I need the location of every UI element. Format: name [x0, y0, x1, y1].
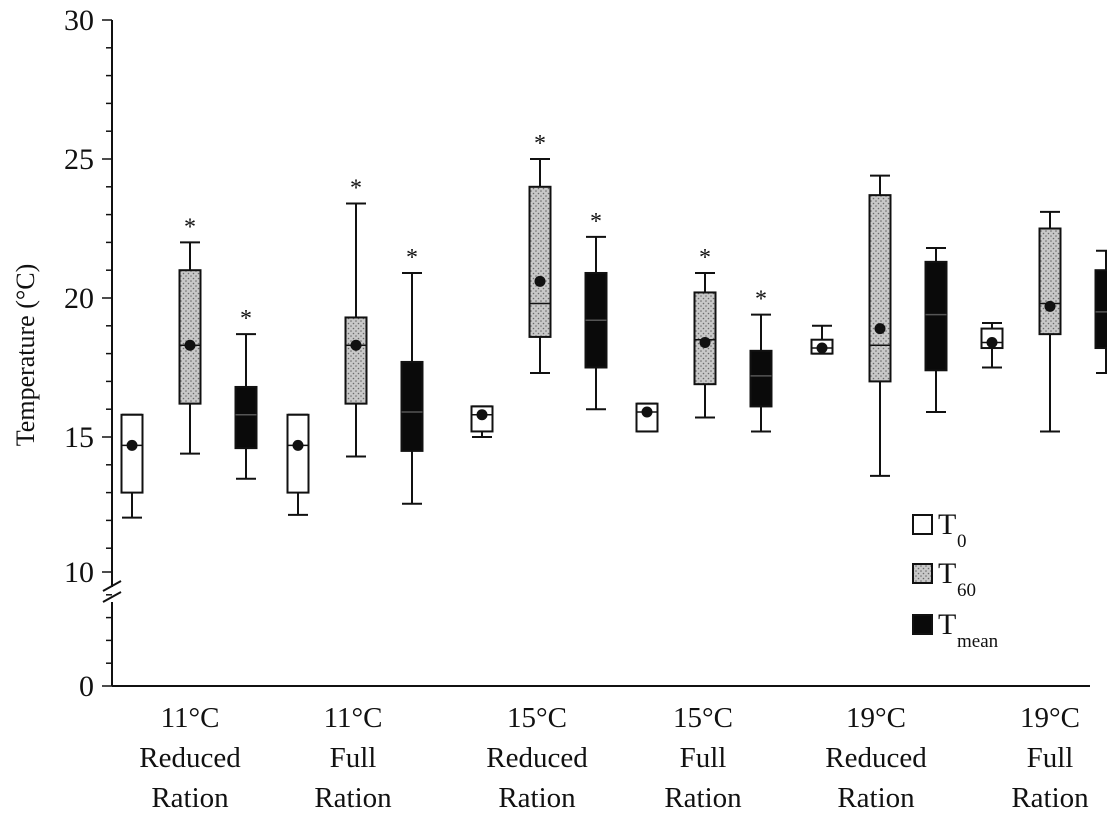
y-tick-label: 10 [64, 556, 94, 589]
box-iqr [120, 413, 144, 494]
box-iqr [286, 413, 310, 494]
significance-marker: * [755, 287, 767, 313]
x-category-label: 11°C [161, 702, 220, 734]
x-category-label: 19°C [846, 702, 906, 734]
x-category-label: Reduced [825, 742, 927, 774]
legend-label-subscript: 0 [957, 531, 967, 552]
legend-label: T [938, 508, 956, 541]
box-T60-3: * [528, 131, 552, 375]
x-category-label: Ration [664, 782, 742, 813]
mean-marker [641, 406, 653, 418]
box-T0-5 [810, 324, 834, 355]
significance-marker: * [184, 214, 196, 240]
box-T0-2 [286, 413, 310, 516]
legend-label: T [938, 608, 956, 641]
x-category-label: 15°C [507, 702, 567, 734]
x-category-label: Reduced [486, 742, 588, 774]
legend-swatch [912, 514, 933, 535]
box-iqr [178, 269, 202, 405]
box-T60-2: * [344, 175, 368, 458]
box-Tmean-2: * [400, 245, 424, 505]
axis-break-mark [102, 591, 122, 603]
x-axis-labels: 11°C Reduced Ration 11°C Full Ration 15°C Reduc… [139, 702, 1089, 813]
axes: 0 10 15 20 25 30 [64, 4, 1090, 703]
x-category-label: Full [680, 742, 727, 774]
box-T0-6 [980, 322, 1004, 369]
box-T0-1 [120, 413, 144, 519]
boxes: * * * * * * * * [120, 131, 1107, 519]
mean-marker [699, 336, 711, 348]
box-T60-5 [868, 174, 892, 477]
box-Tmean-6 [1094, 249, 1107, 375]
x-category-label: Ration [1011, 782, 1089, 813]
box-iqr [344, 316, 368, 405]
mean-marker [816, 342, 828, 354]
mean-marker [986, 336, 998, 348]
significance-marker: * [350, 175, 362, 201]
box-iqr [528, 185, 552, 338]
box-Tmean-1: * [234, 306, 258, 480]
box-iqr [400, 360, 424, 452]
y-tick-label: 30 [64, 4, 94, 37]
mean-marker [350, 339, 362, 351]
box-iqr [924, 260, 948, 372]
legend-label-subscript: 60 [957, 580, 976, 601]
box-iqr [749, 349, 773, 408]
y-tick-label: 20 [64, 282, 94, 315]
box-T60-4: * [693, 245, 717, 419]
significance-marker: * [406, 245, 418, 271]
x-category-label: Full [1027, 742, 1074, 774]
mean-marker [534, 275, 546, 287]
y-tick-label: 15 [64, 421, 94, 454]
significance-marker: * [534, 131, 546, 157]
mean-marker [184, 339, 196, 351]
legend-label-subscript: mean [957, 631, 999, 652]
y-tick-label: 25 [64, 143, 94, 176]
x-category-label: Ration [151, 782, 229, 813]
legend-swatch [912, 614, 933, 635]
box-Tmean-4: * [749, 287, 773, 433]
x-category-label: 15°C [673, 702, 733, 734]
legend-label: T [938, 557, 956, 590]
x-category-label: Ration [837, 782, 915, 813]
box-T0-3 [470, 405, 494, 438]
box-T60-6 [1038, 210, 1062, 433]
mean-marker [292, 439, 304, 451]
mean-marker [476, 409, 488, 421]
x-category-label: 19°C [1020, 702, 1080, 734]
significance-marker: * [699, 245, 711, 271]
box-T0-4 [635, 402, 659, 433]
box-iqr [234, 385, 258, 450]
y-axis-title: Temperature (°C) [11, 264, 40, 447]
mean-marker [874, 323, 886, 335]
mean-marker [126, 439, 138, 451]
x-category-label: Full [330, 742, 377, 774]
box-T60-1: * [178, 214, 202, 455]
box-Tmean-3: * [584, 209, 608, 411]
box-iqr [1094, 269, 1107, 350]
significance-marker: * [240, 306, 252, 332]
box-iqr [868, 194, 892, 383]
axis-break-mark [102, 580, 122, 592]
box-iqr [1038, 227, 1062, 336]
x-category-label: Ration [314, 782, 392, 813]
mean-marker [1044, 300, 1056, 312]
x-category-label: Reduced [139, 742, 241, 774]
box-Tmean-5 [924, 246, 948, 413]
x-category-label: 11°C [324, 702, 383, 734]
significance-marker: * [590, 209, 602, 235]
legend-swatch [912, 563, 933, 584]
x-category-label: Ration [498, 782, 576, 813]
y-tick-label: 0 [79, 670, 94, 703]
